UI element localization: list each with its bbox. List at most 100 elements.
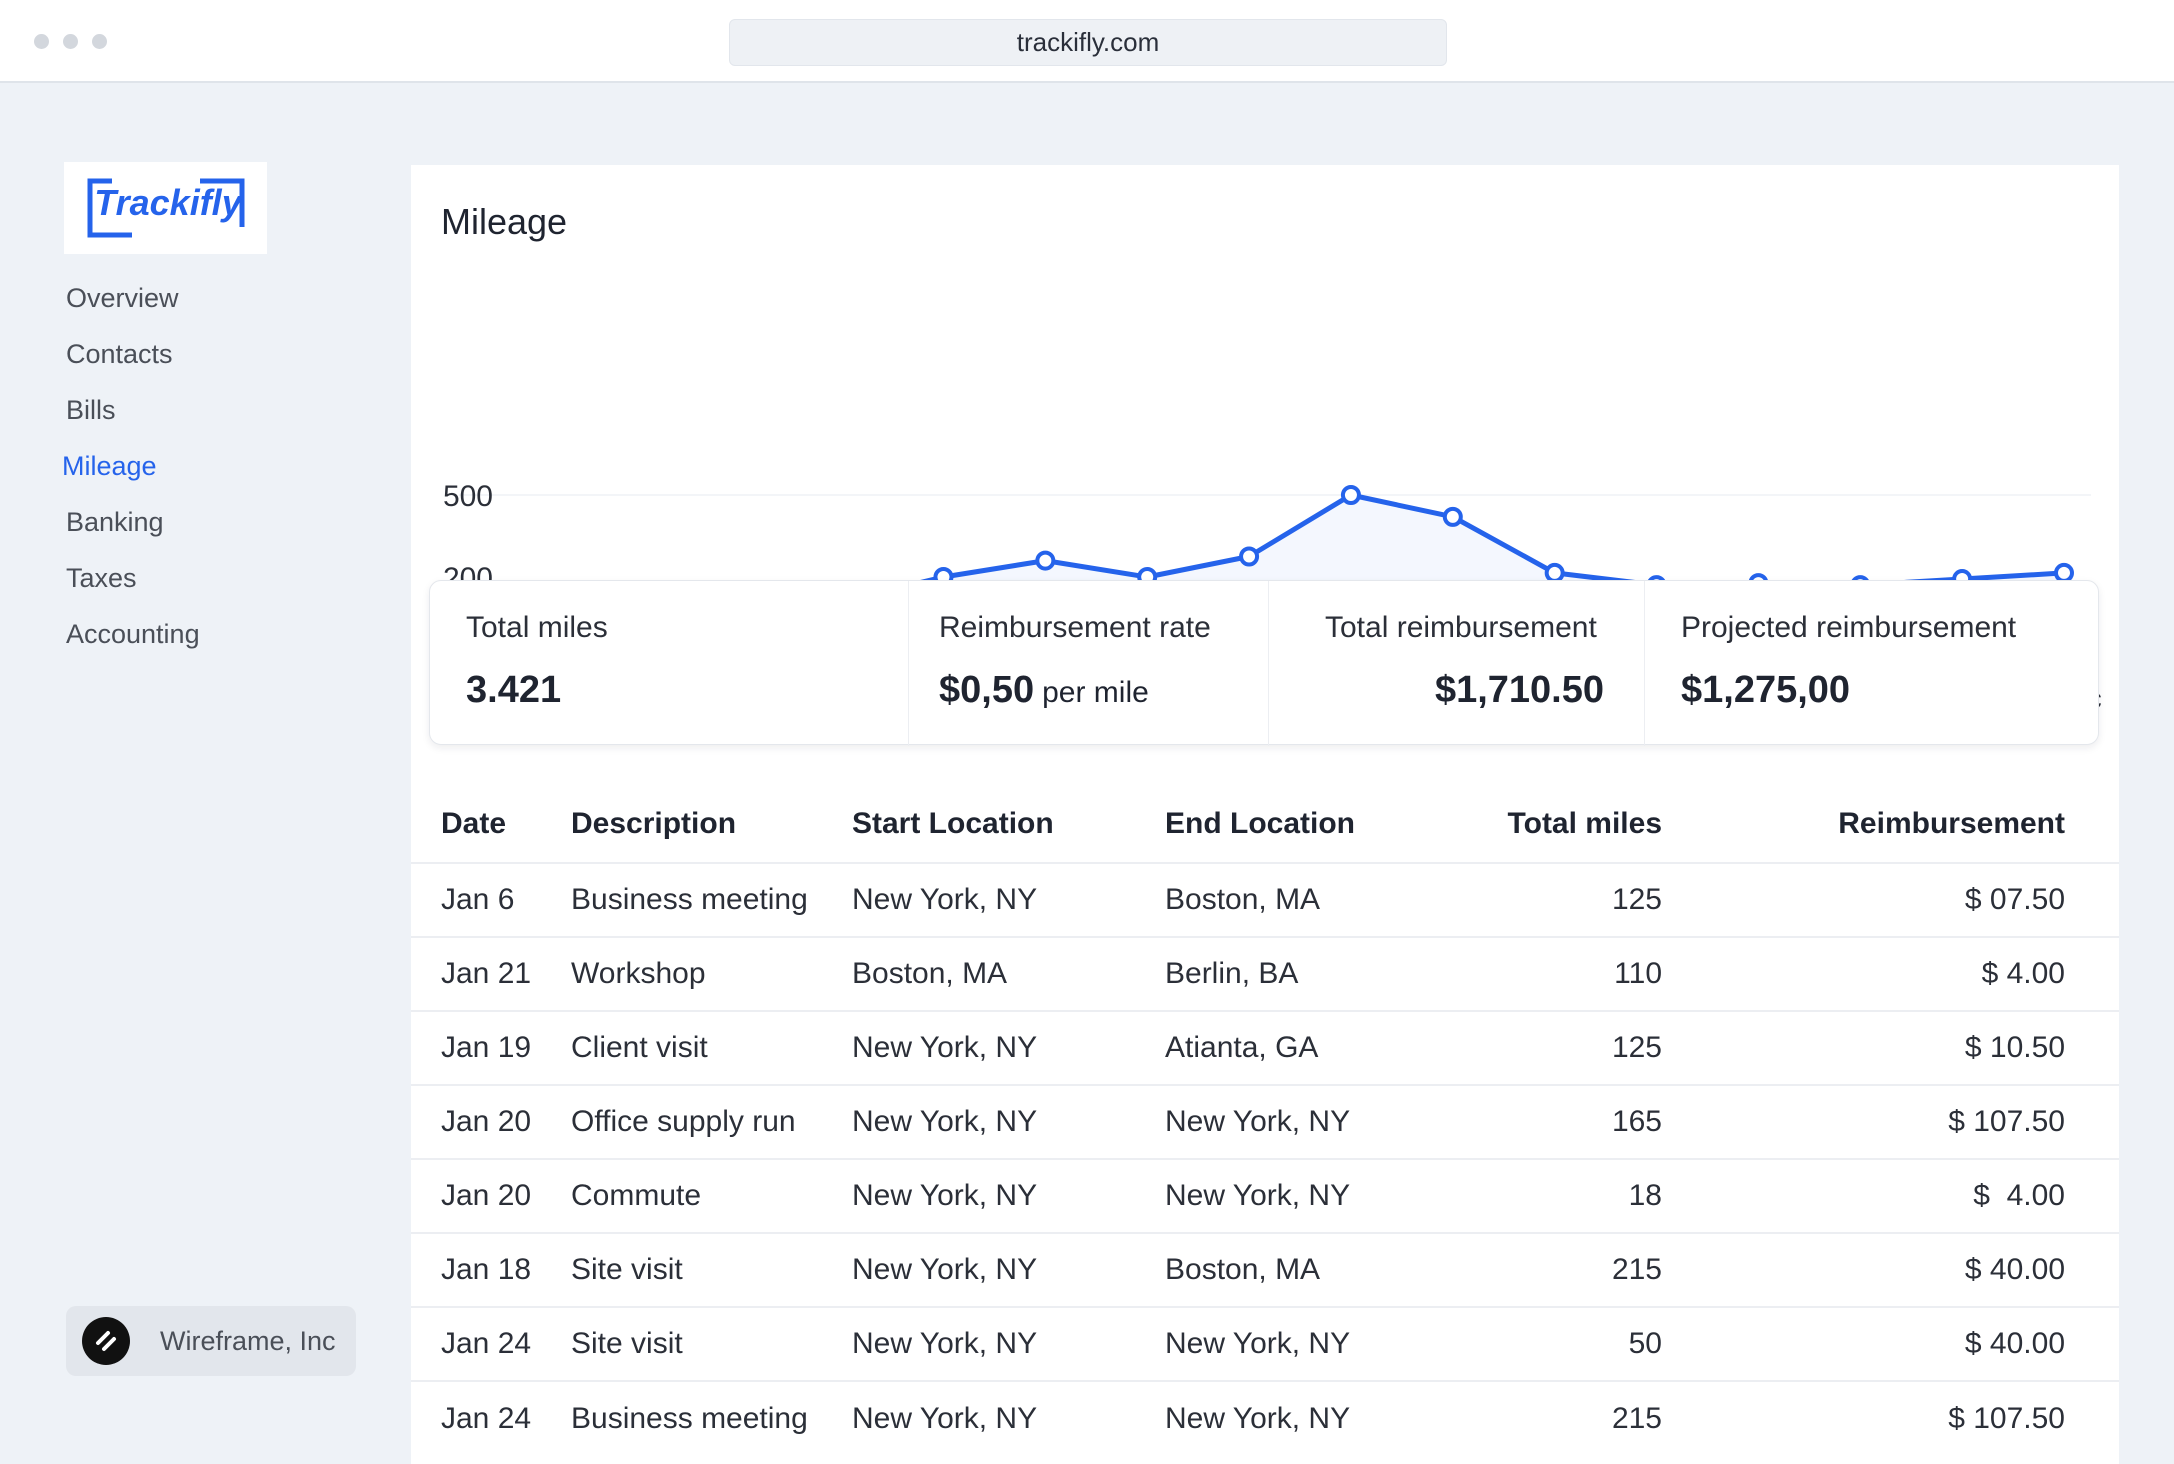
cell-reimbursement: $ 07.50 bbox=[1964, 883, 2065, 916]
browser-chrome: trackifly.com bbox=[0, 0, 2174, 83]
table-row[interactable]: Jan 6 Business meeting New York, NY Bost… bbox=[411, 864, 2119, 938]
y-tick-label: 500 bbox=[443, 480, 493, 513]
sidebar-item-taxes[interactable]: Taxes bbox=[66, 563, 137, 593]
table-row[interactable]: Jan 24 Business meeting New York, NY New… bbox=[411, 1382, 2119, 1456]
sidebar-item-banking[interactable]: Banking bbox=[66, 507, 164, 537]
window-dot-minimize[interactable] bbox=[63, 34, 78, 49]
column-header-date[interactable]: Date bbox=[441, 806, 507, 840]
wireframe-logo-icon bbox=[82, 1317, 130, 1365]
table-row[interactable]: Jan 19 Client visit New York, NY Atianta… bbox=[411, 1012, 2119, 1086]
cell-start-location: New York, NY bbox=[852, 1105, 1038, 1138]
cell-end-location: Berlin, BA bbox=[1165, 957, 1299, 990]
cell-start-location: Boston, MA bbox=[852, 957, 1008, 990]
stats-summary: Total miles 3.421 Reimbursement rate $0,… bbox=[429, 580, 2100, 746]
brand-logo[interactable]: Trackifly bbox=[64, 162, 267, 254]
column-header-end-location[interactable]: End Location bbox=[1165, 806, 1355, 840]
cell-description: Office supply run bbox=[571, 1105, 796, 1138]
column-header-description[interactable]: Description bbox=[571, 806, 737, 840]
cell-total-miles: 18 bbox=[1628, 1179, 1662, 1212]
cell-reimbursement: $ 40.00 bbox=[1964, 1327, 2065, 1360]
sidebar-item-accounting[interactable]: Accounting bbox=[66, 619, 200, 649]
stat-label: Projected reimbursement bbox=[1681, 611, 2017, 644]
cell-description: Workshop bbox=[571, 957, 706, 990]
window-dot-close[interactable] bbox=[34, 34, 49, 49]
address-bar[interactable]: trackifly.com bbox=[729, 19, 1447, 66]
cell-description: Site visit bbox=[571, 1253, 683, 1286]
cell-start-location: New York, NY bbox=[852, 1179, 1038, 1212]
stat-label: Reimbursement rate bbox=[939, 611, 1211, 644]
cell-start-location: New York, NY bbox=[852, 1327, 1038, 1360]
organization-switcher[interactable]: Wireframe, Inc bbox=[66, 1306, 356, 1376]
sidebar-item-mileage[interactable]: Mileage bbox=[62, 451, 157, 481]
cell-total-miles: 50 bbox=[1628, 1327, 1662, 1360]
cell-description: Commute bbox=[571, 1179, 702, 1212]
cell-reimbursement: $ 4.00 bbox=[1981, 957, 2065, 990]
stat-value-amount: $0,50 bbox=[939, 669, 1035, 711]
cell-description: Business meeting bbox=[571, 883, 808, 916]
cell-start-location: New York, NY bbox=[852, 1031, 1038, 1064]
stat-label: Total miles bbox=[466, 611, 608, 644]
cell-total-miles: 215 bbox=[1611, 1402, 1662, 1435]
cell-start-location: New York, NY bbox=[852, 1253, 1038, 1286]
cell-reimbursement: $ 10.50 bbox=[1964, 1031, 2065, 1064]
data-point bbox=[1442, 506, 1463, 527]
address-bar-url: trackifly.com bbox=[1016, 27, 1160, 57]
trackifly-logo-icon: Trackifly bbox=[87, 178, 244, 238]
cell-total-miles: 110 bbox=[1614, 957, 1662, 990]
stat-total-reimbursement: Total reimbursement $1,710.50 bbox=[1268, 581, 1644, 746]
cell-start-location: New York, NY bbox=[852, 1402, 1038, 1435]
cell-total-miles: 125 bbox=[1611, 883, 1662, 916]
table-header-row: Date Description Start Location End Loca… bbox=[411, 785, 2119, 864]
cell-end-location: Boston, MA bbox=[1165, 1253, 1321, 1286]
table-row[interactable]: Jan 20 Office supply run New York, NY Ne… bbox=[411, 1086, 2119, 1160]
table-row[interactable]: Jan 18 Site visit New York, NY Boston, M… bbox=[411, 1234, 2119, 1308]
cell-total-miles: 165 bbox=[1611, 1105, 1662, 1138]
cell-end-location: Atianta, GA bbox=[1165, 1031, 1319, 1064]
cell-reimbursement: $ 40.00 bbox=[1964, 1253, 2065, 1286]
data-point bbox=[1544, 562, 1565, 583]
logo-wordmark: Trackifly bbox=[94, 182, 243, 223]
window-controls bbox=[34, 34, 107, 49]
window-dot-maximize[interactable] bbox=[92, 34, 107, 49]
cell-start-location: New York, NY bbox=[852, 883, 1038, 916]
stat-reimbursement-rate: Reimbursement rate $0,50 per mile bbox=[908, 581, 1268, 746]
stat-value: 3.421 bbox=[466, 669, 562, 711]
stat-label: Total reimbursement bbox=[1325, 611, 1597, 644]
main-panel: Mileage 0200500JanFebMarAprMayJunJulAugS… bbox=[411, 165, 2119, 1464]
cell-description: Site visit bbox=[571, 1327, 683, 1360]
column-header-total-miles[interactable]: Total miles bbox=[1507, 806, 1662, 840]
sidebar-nav: Overview Contacts Bills Mileage Banking … bbox=[62, 280, 200, 672]
cell-date: Jan 18 bbox=[441, 1253, 532, 1286]
sidebar-item-bills[interactable]: Bills bbox=[66, 395, 116, 425]
sidebar-item-overview[interactable]: Overview bbox=[66, 283, 179, 313]
data-point bbox=[1340, 485, 1361, 505]
cell-date: Jan 19 bbox=[441, 1031, 532, 1064]
cell-end-location: Boston, MA bbox=[1165, 883, 1321, 916]
cell-date: Jan 24 bbox=[441, 1402, 532, 1435]
data-point bbox=[2054, 562, 2074, 583]
cell-date: Jan 20 bbox=[441, 1105, 532, 1138]
cell-total-miles: 215 bbox=[1611, 1253, 1662, 1286]
cell-description: Client visit bbox=[571, 1031, 708, 1064]
cell-end-location: New York, NY bbox=[1165, 1327, 1351, 1360]
cell-date: Jan 21 bbox=[441, 957, 532, 990]
stat-total-miles: Total miles 3.421 bbox=[430, 581, 908, 746]
stat-value: $1,710.50 bbox=[1434, 669, 1604, 711]
column-header-reimbursement[interactable]: Reimbursement bbox=[1838, 806, 2065, 840]
data-point bbox=[1035, 550, 1056, 571]
stat-value: $1,275,00 bbox=[1681, 669, 1851, 711]
stat-projected-reimbursement: Projected reimbursement $1,275,00 bbox=[1644, 581, 2100, 746]
cell-total-miles: 125 bbox=[1611, 1031, 1662, 1064]
table-row[interactable]: Jan 24 Site visit New York, NY New York,… bbox=[411, 1308, 2119, 1382]
page-title: Mileage bbox=[441, 201, 568, 242]
cell-date: Jan 6 bbox=[441, 883, 515, 916]
cell-date: Jan 20 bbox=[441, 1179, 532, 1212]
cell-date: Jan 24 bbox=[441, 1327, 532, 1360]
table-row[interactable]: Jan 21 Workshop Boston, MA Berlin, BA 11… bbox=[411, 938, 2119, 1012]
table-row[interactable]: Jan 20 Commute New York, NY New York, NY… bbox=[411, 1160, 2119, 1234]
cell-end-location: New York, NY bbox=[1165, 1402, 1351, 1435]
column-header-start-location[interactable]: Start Location bbox=[852, 806, 1054, 840]
cell-end-location: New York, NY bbox=[1165, 1179, 1351, 1212]
sidebar-item-contacts[interactable]: Contacts bbox=[66, 339, 173, 369]
stat-value: $0,50 per mile bbox=[939, 669, 1149, 712]
